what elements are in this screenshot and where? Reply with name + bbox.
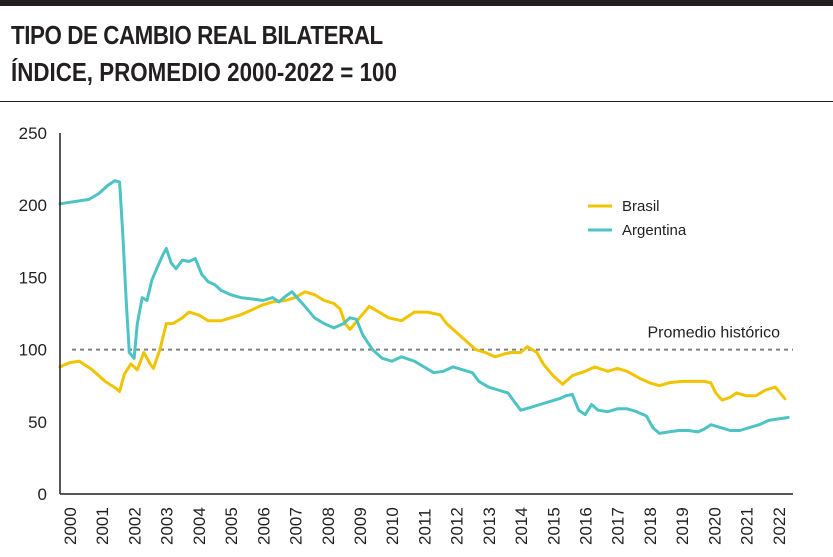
x-tick-label: 2007 bbox=[287, 507, 306, 545]
x-tick-label: 2001 bbox=[93, 507, 112, 545]
x-tick-label: 2018 bbox=[641, 507, 660, 545]
x-tick-label: 2022 bbox=[770, 507, 789, 545]
x-tick-label: 2021 bbox=[738, 507, 757, 545]
legend-label-argentina: Argentina bbox=[622, 222, 687, 239]
x-tick-label: 2020 bbox=[705, 507, 724, 545]
x-tick-label: 2006 bbox=[254, 507, 273, 545]
y-tick-label: 100 bbox=[19, 341, 47, 360]
x-tick-label: 2016 bbox=[577, 507, 596, 545]
series-line-argentina bbox=[58, 179, 790, 435]
series-line-brasil bbox=[58, 290, 787, 402]
x-tick-label: 2015 bbox=[544, 507, 563, 545]
y-axis-ticks: 0 50 100 150 200 250 bbox=[19, 124, 47, 504]
x-tick-label: 2003 bbox=[158, 507, 177, 545]
x-tick-label: 2017 bbox=[609, 507, 628, 545]
x-tick-label: 2008 bbox=[319, 507, 338, 545]
y-tick-label: 200 bbox=[19, 196, 47, 215]
reference-line-label: Promedio histórico bbox=[648, 325, 781, 342]
header-divider bbox=[0, 101, 833, 102]
x-tick-label: 2002 bbox=[125, 507, 144, 545]
x-axis-ticks: 2000 2001 2002 2003 2004 2005 2006 2007 2008 2009… bbox=[61, 507, 789, 545]
y-tick-label: 250 bbox=[19, 124, 47, 143]
x-tick-label: 2011 bbox=[415, 508, 434, 545]
chart-subtitle: ÍNDICE, PROMEDIO 2000-2022 = 100 bbox=[11, 57, 397, 87]
x-tick-label: 2010 bbox=[383, 507, 402, 545]
x-tick-label: 2009 bbox=[351, 507, 370, 545]
x-tick-label: 2005 bbox=[222, 507, 241, 545]
top-bar bbox=[0, 0, 833, 6]
legend-label-brasil: Brasil bbox=[622, 198, 660, 215]
y-tick-label: 0 bbox=[38, 485, 47, 504]
x-tick-label: 2000 bbox=[61, 507, 80, 545]
y-tick-label: 50 bbox=[28, 413, 47, 432]
x-tick-label: 2012 bbox=[448, 507, 467, 545]
chart-title: TIPO DE CAMBIO REAL BILATERAL bbox=[11, 20, 383, 50]
x-tick-label: 2013 bbox=[480, 507, 499, 545]
x-tick-label: 2004 bbox=[190, 507, 209, 545]
x-tick-label: 2019 bbox=[673, 507, 692, 545]
y-tick-label: 150 bbox=[19, 268, 47, 287]
legend: Brasil Argentina bbox=[588, 198, 687, 239]
x-tick-label: 2014 bbox=[512, 507, 531, 545]
